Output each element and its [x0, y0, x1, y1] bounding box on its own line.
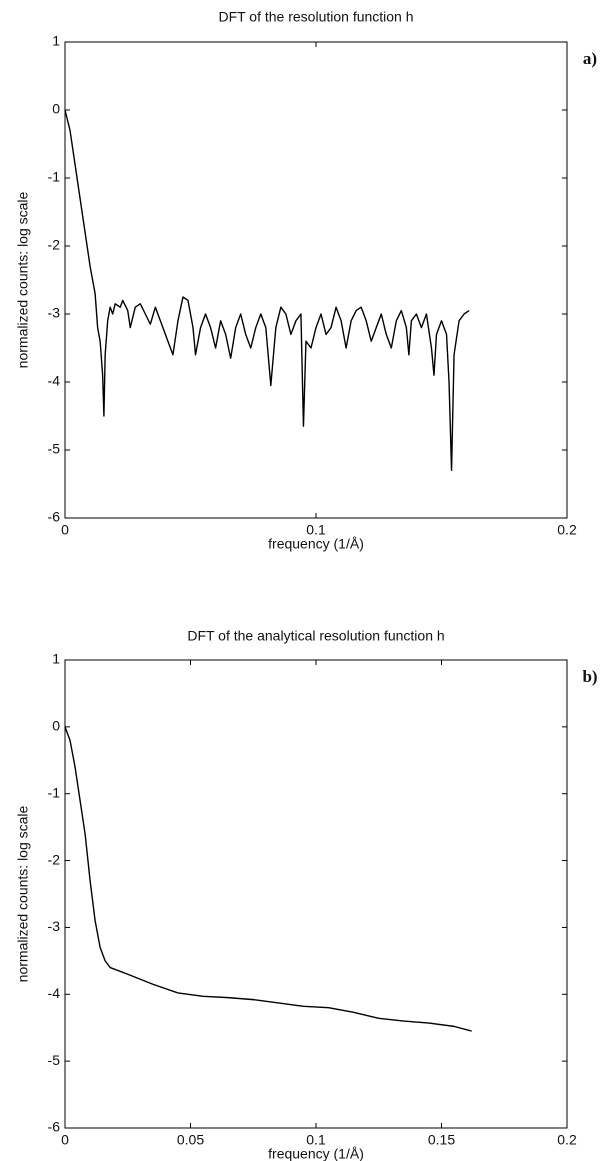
y-tick-label: -6	[48, 1119, 61, 1135]
y-axis-label: normalized counts: log scale	[15, 805, 31, 982]
x-tick-label: 0.05	[177, 1132, 204, 1148]
plot-frame	[64, 659, 568, 1129]
y-tick-label: -3	[48, 918, 61, 934]
y-tick-label: 0	[52, 718, 60, 734]
y-tick-label: -5	[48, 1052, 61, 1068]
panel-label: b)	[582, 667, 597, 686]
x-tick-label: 0.2	[557, 1132, 577, 1148]
y-tick-label: -1	[48, 169, 61, 185]
y-axis-label: normalized counts: log scale	[15, 191, 31, 368]
data-line	[64, 109, 470, 472]
y-tick-label: 1	[52, 33, 60, 49]
y-tick-label: 1	[52, 651, 60, 667]
x-tick-label: 0.15	[428, 1132, 455, 1148]
y-tick-label: -2	[48, 851, 61, 867]
y-tick-label: 0	[52, 101, 60, 117]
chart-title: DFT of the analytical resolution functio…	[187, 628, 444, 644]
x-tick-label: 0.1	[306, 1132, 326, 1148]
y-tick-label: -2	[48, 237, 61, 253]
chart-title: DFT of the resolution function h	[218, 9, 413, 25]
x-axis-label: frequency (1/Å)	[268, 1146, 364, 1161]
y-tick-label: -1	[48, 784, 61, 800]
y-tick-label: -5	[48, 441, 61, 457]
x-tick-label: 0.1	[306, 522, 326, 538]
x-tick-label: 0	[61, 1132, 69, 1148]
y-tick-label: -3	[48, 305, 61, 321]
y-tick-label: -4	[48, 373, 61, 389]
plot-frame	[64, 41, 568, 519]
panel-label: a)	[583, 49, 597, 68]
data-line	[64, 726, 472, 1032]
y-tick-label: -4	[48, 985, 61, 1001]
y-tick-label: -6	[48, 509, 61, 525]
x-tick-label: 0.2	[557, 522, 577, 538]
x-tick-label: 0	[61, 522, 69, 538]
x-axis-label: frequency (1/Å)	[268, 536, 364, 552]
